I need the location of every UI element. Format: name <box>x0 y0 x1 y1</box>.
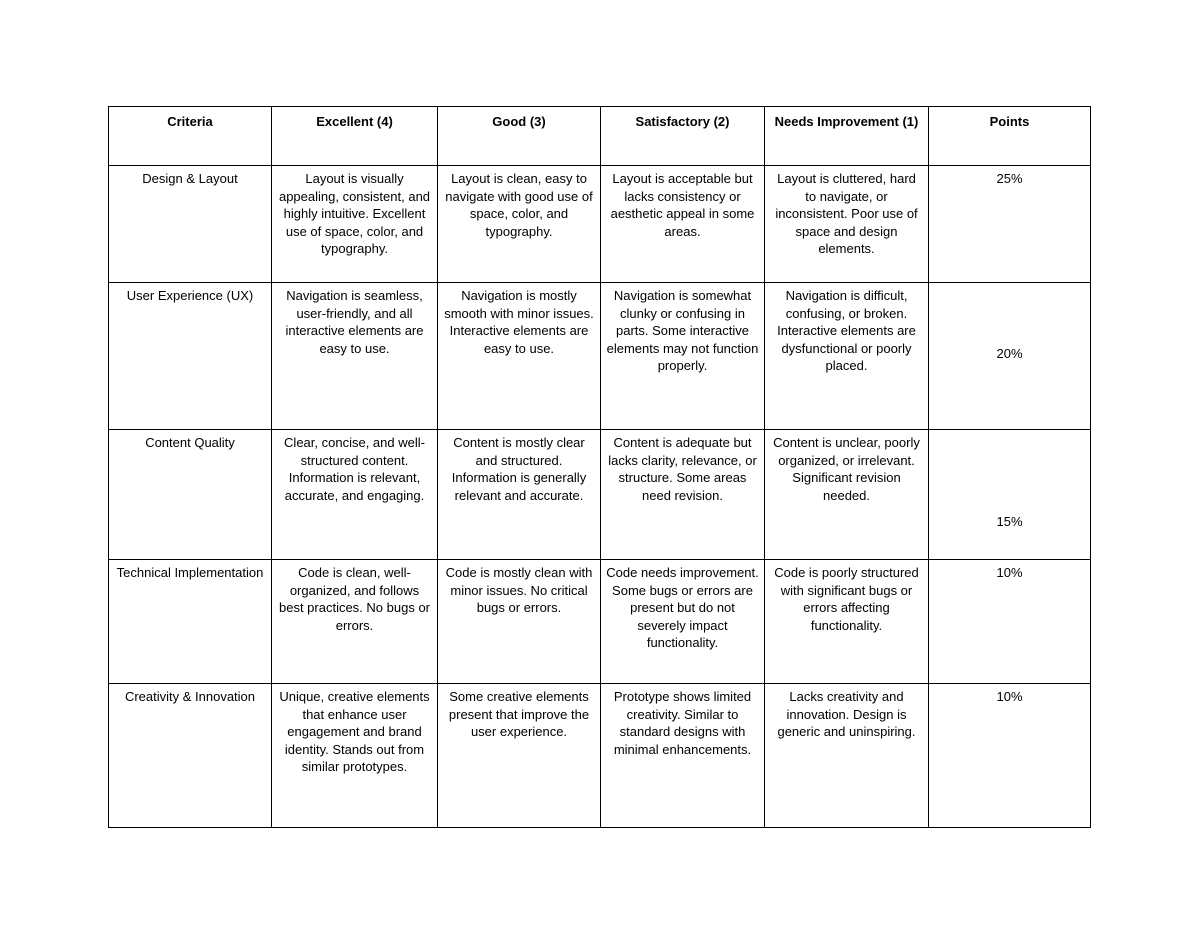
table-header: Criteria Excellent (4) Good (3) Satisfac… <box>108 106 1091 166</box>
cell-content-quality-good: Content is mostly clear and structured. … <box>437 429 601 560</box>
criteria-label-user-experience: User Experience (UX) <box>108 282 272 430</box>
cell-user-experience-needs-improvement: Navigation is difficult, confusing, or b… <box>764 282 929 430</box>
column-header-needs-improvement: Needs Improvement (1) <box>764 106 929 166</box>
criteria-label-design-layout: Design & Layout <box>108 165 272 283</box>
cell-technical-implementation-satisfactory: Code needs improvement. Some bugs or err… <box>600 559 765 684</box>
table-header-row: Criteria Excellent (4) Good (3) Satisfac… <box>108 106 1091 166</box>
table-row: Technical Implementation Code is clean, … <box>108 559 1091 684</box>
cell-technical-implementation-needs-improvement: Code is poorly structured with significa… <box>764 559 929 684</box>
cell-design-layout-good: Layout is clean, easy to navigate with g… <box>437 165 601 283</box>
cell-design-layout-satisfactory: Layout is acceptable but lacks consisten… <box>600 165 765 283</box>
rubric-table-container: Criteria Excellent (4) Good (3) Satisfac… <box>108 106 1091 828</box>
column-header-excellent: Excellent (4) <box>271 106 438 166</box>
column-header-points: Points <box>928 106 1091 166</box>
cell-user-experience-good: Navigation is mostly smooth with minor i… <box>437 282 601 430</box>
criteria-label-technical-implementation: Technical Implementation <box>108 559 272 684</box>
column-header-criteria: Criteria <box>108 106 272 166</box>
cell-user-experience-excellent: Navigation is seamless, user-friendly, a… <box>271 282 438 430</box>
cell-user-experience-satisfactory: Navigation is somewhat clunky or confusi… <box>600 282 765 430</box>
table-row: User Experience (UX) Navigation is seaml… <box>108 282 1091 430</box>
criteria-label-content-quality: Content Quality <box>108 429 272 560</box>
cell-creativity-innovation-points: 10% <box>928 683 1091 828</box>
cell-content-quality-needs-improvement: Content is unclear, poorly organized, or… <box>764 429 929 560</box>
cell-creativity-innovation-satisfactory: Prototype shows limited creativity. Simi… <box>600 683 765 828</box>
cell-creativity-innovation-good: Some creative elements present that impr… <box>437 683 601 828</box>
column-header-good: Good (3) <box>437 106 601 166</box>
cell-user-experience-points: 20% <box>928 282 1091 430</box>
cell-technical-implementation-points: 10% <box>928 559 1091 684</box>
column-header-satisfactory: Satisfactory (2) <box>600 106 765 166</box>
table-body: Design & Layout Layout is visually appea… <box>108 165 1091 828</box>
cell-design-layout-needs-improvement: Layout is cluttered, hard to navigate, o… <box>764 165 929 283</box>
rubric-table: Criteria Excellent (4) Good (3) Satisfac… <box>108 106 1091 828</box>
criteria-label-creativity-innovation: Creativity & Innovation <box>108 683 272 828</box>
table-row: Design & Layout Layout is visually appea… <box>108 165 1091 283</box>
cell-content-quality-satisfactory: Content is adequate but lacks clarity, r… <box>600 429 765 560</box>
cell-creativity-innovation-excellent: Unique, creative elements that enhance u… <box>271 683 438 828</box>
cell-content-quality-excellent: Clear, concise, and well-structured cont… <box>271 429 438 560</box>
cell-technical-implementation-good: Code is mostly clean with minor issues. … <box>437 559 601 684</box>
cell-design-layout-excellent: Layout is visually appealing, consistent… <box>271 165 438 283</box>
table-row: Creativity & Innovation Unique, creative… <box>108 683 1091 828</box>
cell-creativity-innovation-needs-improvement: Lacks creativity and innovation. Design … <box>764 683 929 828</box>
cell-design-layout-points: 25% <box>928 165 1091 283</box>
cell-content-quality-points: 15% <box>928 429 1091 560</box>
cell-technical-implementation-excellent: Code is clean, well-organized, and follo… <box>271 559 438 684</box>
table-row: Content Quality Clear, concise, and well… <box>108 429 1091 560</box>
